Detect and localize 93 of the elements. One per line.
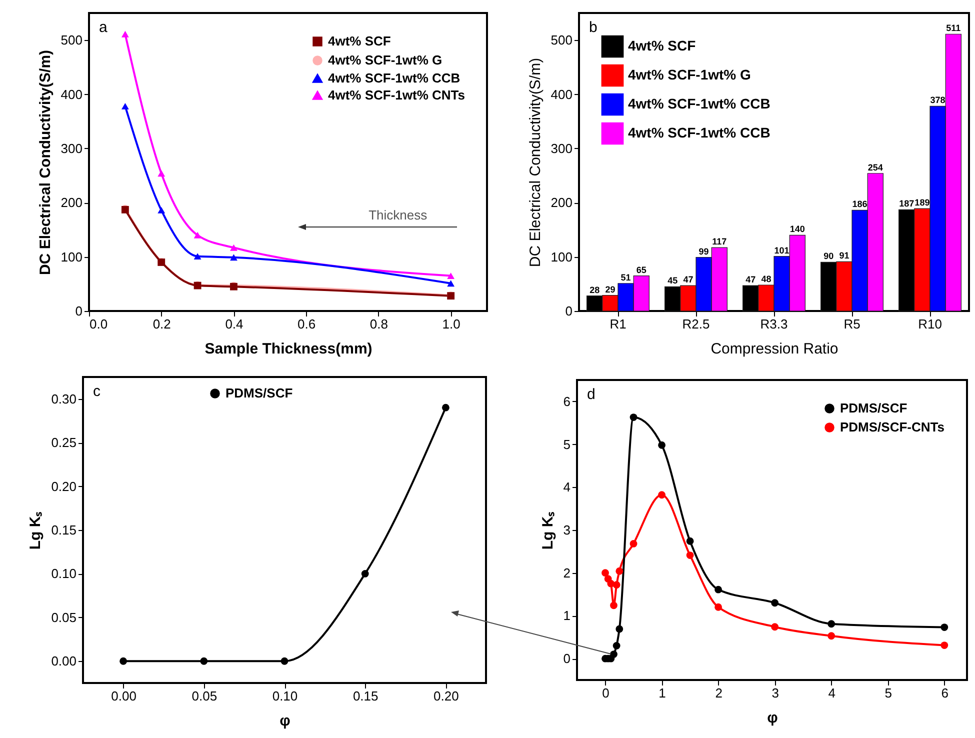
- y-axis-title: DC Electrical Conductivity(S/m): [36, 50, 54, 276]
- y-tick-label: 2: [563, 565, 570, 580]
- data-label: 187: [899, 198, 914, 209]
- annotation: Thickness: [368, 208, 428, 223]
- legend-label: 4wt% SCF-1wt% G: [628, 66, 752, 82]
- y-tick-label: 0.20: [51, 478, 76, 494]
- x-tick-label: 0.15: [352, 688, 378, 704]
- data-label: 47: [683, 274, 694, 285]
- y-tick-label: 1: [563, 608, 570, 624]
- y-tick-label: 0: [75, 304, 82, 318]
- x-tick-label: 0.0: [90, 316, 108, 332]
- data-label: 99: [698, 246, 709, 256]
- data-label: 45: [668, 276, 678, 286]
- y-tick-label: 0.10: [51, 566, 76, 582]
- y-tick-label: 500: [550, 32, 572, 48]
- legend-label: 4wt% SCF: [628, 38, 696, 54]
- x-axis-title: Compression Ratio: [710, 340, 838, 358]
- y-axis-title: Lg Kₛ: [27, 511, 44, 550]
- x-tick-label: 0.2: [152, 316, 171, 332]
- data-label: 101: [774, 245, 790, 256]
- legend-label: 4wt% SCF-1wt% CCB: [328, 70, 460, 86]
- x-tick-label: 0.00: [111, 688, 136, 704]
- legend-label: 4wt% SCF-1wt% CNTs: [328, 88, 465, 102]
- y-tick-label: 3: [563, 522, 570, 538]
- annotation: a: [99, 19, 108, 36]
- legend-label: PDMS/SCF: [840, 400, 908, 416]
- x-tick-label: R1: [610, 316, 626, 332]
- legend-label: 4wt% SCF-1wt% CCB: [628, 96, 770, 112]
- x-tick-label: 0.05: [192, 688, 218, 704]
- annotation: d: [587, 386, 596, 403]
- x-tick-label: 0.20: [434, 688, 459, 704]
- y-tick-label: 6: [563, 394, 570, 409]
- x-axis-title: Sample Thickness(mm): [204, 340, 372, 358]
- data-label: 47: [746, 274, 756, 285]
- annotation: b: [589, 19, 598, 36]
- legend-label: 4wt% SCF-1wt% CCB: [628, 124, 770, 140]
- y-tick-label: 0.25: [51, 435, 76, 450]
- data-label: 90: [824, 251, 834, 262]
- data-label: 65: [636, 264, 646, 275]
- x-tick-label: 4: [828, 686, 836, 700]
- x-axis-title: φ: [767, 710, 778, 726]
- x-tick-label: 2: [715, 686, 722, 700]
- x-tick-label: R2.5: [682, 316, 710, 332]
- y-tick-label: 0: [563, 651, 570, 666]
- y-tick-label: 400: [550, 86, 572, 102]
- y-tick-label: 100: [60, 249, 82, 264]
- data-label: 189: [914, 198, 930, 208]
- y-tick-label: 300: [550, 140, 572, 156]
- data-label: 117: [712, 236, 727, 247]
- x-tick-label: 1.0: [442, 316, 460, 332]
- legend-label: PDMS/SCF: [226, 386, 293, 400]
- y-tick-label: 5: [563, 436, 570, 452]
- y-tick-label: 500: [60, 32, 82, 48]
- x-tick-label: 0.10: [272, 688, 298, 704]
- data-label: 48: [761, 274, 772, 284]
- y-tick-label: 0.30: [51, 391, 76, 406]
- y-tick-label: 0: [565, 304, 572, 318]
- data-label: 91: [839, 250, 850, 261]
- y-tick-label: 300: [60, 140, 82, 156]
- x-axis-title: φ: [280, 712, 291, 730]
- x-tick-label: 1: [658, 686, 666, 700]
- y-tick-label: 4: [563, 480, 570, 495]
- y-tick-label: 100: [550, 249, 572, 264]
- data-label: 140: [790, 224, 805, 234]
- y-tick-label: 400: [60, 86, 82, 102]
- x-tick-label: 5: [884, 686, 892, 700]
- x-tick-label: 3: [772, 686, 779, 700]
- x-tick-label: R10: [918, 316, 942, 332]
- y-axis-title: Lg Kₛ: [539, 511, 556, 550]
- data-label: 29: [605, 284, 616, 294]
- x-tick-label: 0: [602, 686, 610, 700]
- y-tick-label: 0.05: [51, 610, 76, 625]
- data-label: 378: [930, 95, 946, 106]
- data-label: 511: [946, 23, 961, 34]
- x-tick-label: 6: [941, 686, 949, 700]
- x-tick-label: 0.8: [370, 316, 388, 332]
- data-label: 28: [590, 284, 600, 295]
- y-axis-title: DC Electrical Conductivity(S/m): [526, 58, 544, 268]
- legend-label: PDMS/SCF-CNTs: [840, 420, 944, 434]
- x-tick-label: R5: [844, 316, 860, 332]
- x-tick-label: R3.3: [760, 316, 788, 332]
- y-tick-label: 200: [550, 195, 572, 210]
- y-tick-label: 0.00: [51, 654, 76, 669]
- data-label: 186: [852, 199, 868, 210]
- data-label: 254: [868, 162, 883, 172]
- y-tick-label: 0.15: [51, 522, 76, 538]
- legend-label: 4wt% SCF-1wt% G: [328, 52, 442, 68]
- x-tick-label: 0.6: [298, 316, 316, 332]
- x-tick-label: 0.4: [225, 316, 244, 332]
- data-label: 51: [620, 272, 631, 282]
- y-tick-label: 200: [60, 195, 82, 210]
- legend-label: 4wt% SCF: [328, 34, 391, 48]
- annotation: c: [93, 383, 101, 400]
